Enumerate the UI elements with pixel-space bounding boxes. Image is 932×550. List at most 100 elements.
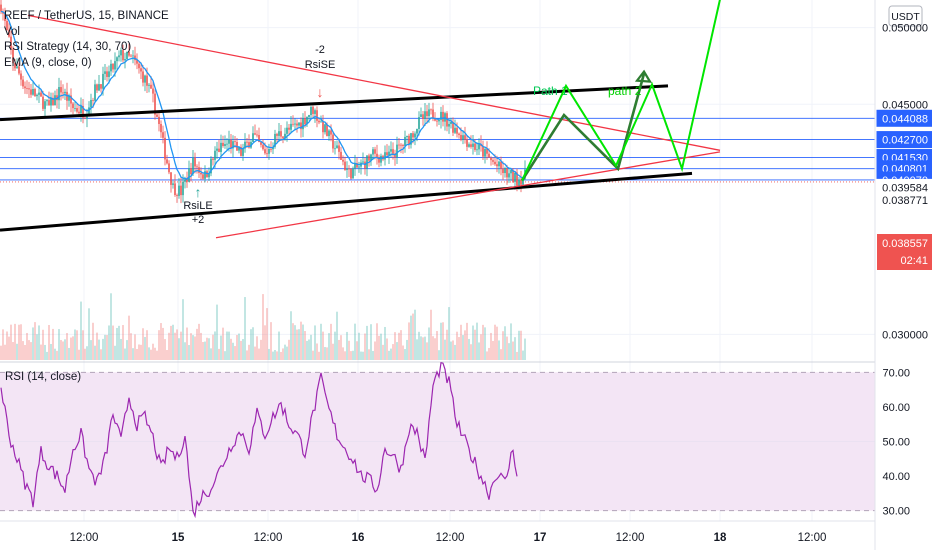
time-label[interactable]: 12:00 bbox=[436, 532, 465, 544]
upper-channel[interactable] bbox=[0, 84, 669, 122]
volume-bar bbox=[10, 324, 12, 360]
time-label[interactable]: 12:00 bbox=[798, 532, 827, 544]
descending-resistance[interactable] bbox=[27, 14, 721, 151]
volume-bar bbox=[268, 348, 270, 360]
time-label[interactable]: 12:00 bbox=[70, 532, 99, 544]
candle-body bbox=[484, 148, 486, 157]
candle-body bbox=[220, 142, 222, 152]
candle-body bbox=[268, 148, 270, 154]
price-tick[interactable]: 0.045000 bbox=[882, 99, 928, 111]
level-tag[interactable] bbox=[876, 191, 932, 209]
time-label[interactable]: 12:00 bbox=[254, 532, 283, 544]
rsi-tick[interactable]: 40.00 bbox=[882, 471, 910, 483]
symbol-title[interactable]: REEF / TetherUS, 15, BINANCE bbox=[4, 10, 169, 22]
candle-body bbox=[248, 142, 250, 148]
time-label[interactable]: 16 bbox=[352, 532, 365, 544]
rsi-band-lines bbox=[0, 371, 875, 512]
price-tick[interactable]: 0.030000 bbox=[882, 329, 928, 341]
volume-bar bbox=[290, 311, 292, 360]
legend-volume[interactable]: Vol bbox=[4, 25, 20, 38]
volume-bar bbox=[24, 345, 26, 360]
volume-bar bbox=[254, 346, 256, 360]
candle-body bbox=[202, 174, 204, 179]
rsi-line bbox=[0, 361, 518, 519]
candle-body bbox=[472, 143, 474, 147]
candle-body bbox=[22, 79, 24, 87]
volume-bar bbox=[314, 325, 316, 360]
currency-badge[interactable] bbox=[888, 5, 923, 27]
time-label[interactable]: 15 bbox=[172, 532, 185, 544]
price-tick[interactable]: 0.050000 bbox=[882, 23, 928, 35]
candle-body bbox=[122, 50, 124, 61]
trendlines[interactable] bbox=[0, 14, 721, 239]
rsi-axis[interactable]: 70.00 60.00 50.00 40.00 30.00 bbox=[882, 367, 910, 517]
candle-body bbox=[48, 100, 50, 106]
volume-bar bbox=[106, 334, 108, 360]
volume-bar bbox=[238, 333, 240, 360]
candle-body bbox=[106, 71, 108, 77]
candle-body bbox=[44, 101, 46, 109]
projection-2[interactable] bbox=[521, 0, 724, 181]
time-label[interactable]: 12:00 bbox=[616, 532, 645, 544]
rsi-tick[interactable]: 50.00 bbox=[882, 437, 910, 449]
volume-bar bbox=[342, 347, 344, 360]
time-label[interactable]: 17 bbox=[534, 532, 547, 544]
volume-bar bbox=[398, 332, 400, 360]
candle-body bbox=[462, 135, 464, 140]
volume-bar bbox=[264, 325, 266, 360]
candle-body bbox=[434, 118, 436, 121]
volume-bar bbox=[448, 307, 450, 360]
volume-bar bbox=[26, 332, 28, 360]
candle-body bbox=[192, 157, 194, 175]
candle-body bbox=[18, 66, 20, 74]
level-tag[interactable] bbox=[876, 131, 932, 149]
legend-strategy[interactable]: RSI Strategy (14, 30, 70) bbox=[4, 41, 132, 53]
current-price-tag[interactable] bbox=[877, 234, 932, 270]
chart-legend: REEF / TetherUS, 15, BINANCE Vol RSI Str… bbox=[4, 9, 169, 71]
projection-arrowhead bbox=[634, 69, 653, 83]
rsi-legend[interactable]: RSI (14, close) bbox=[5, 371, 82, 383]
time-label[interactable]: 18 bbox=[714, 532, 727, 544]
rsi-tick[interactable]: 70.00 bbox=[882, 367, 910, 379]
lower-channel[interactable] bbox=[0, 171, 693, 232]
candle-body bbox=[332, 134, 334, 149]
candle-body bbox=[252, 133, 254, 142]
candle-body bbox=[516, 172, 518, 186]
volume-bar bbox=[142, 328, 144, 360]
volume-bar bbox=[296, 329, 298, 360]
candle-body bbox=[406, 135, 408, 138]
ascending-support[interactable] bbox=[215, 151, 721, 239]
candle-body bbox=[390, 149, 392, 152]
candle-body bbox=[408, 135, 410, 145]
projection-1[interactable] bbox=[520, 73, 646, 182]
current-price-label: 0.038557 bbox=[882, 238, 928, 250]
volume-bar bbox=[122, 325, 124, 360]
volume-bar bbox=[462, 335, 464, 360]
volume-bar bbox=[356, 341, 358, 360]
candle-body bbox=[182, 181, 184, 196]
candle-body bbox=[82, 105, 84, 118]
candle-body bbox=[302, 118, 304, 130]
candle-body bbox=[440, 111, 442, 120]
volume-bar bbox=[418, 331, 420, 360]
candle-body bbox=[130, 55, 132, 57]
candle-body bbox=[418, 117, 420, 129]
candle-body bbox=[152, 88, 154, 94]
time-axis[interactable]: 12:00 15 12:00 16 12:00 17 12:00 18 12:00 bbox=[70, 532, 827, 544]
candle-body bbox=[46, 100, 48, 102]
ema-line bbox=[0, 10, 526, 180]
projection-paths[interactable]: Path 1 path 2 bbox=[520, 0, 724, 182]
candle-body bbox=[468, 144, 470, 147]
volume-bar bbox=[28, 340, 30, 360]
rsi-tick[interactable]: 30.00 bbox=[882, 506, 910, 518]
level-tag[interactable] bbox=[876, 109, 932, 127]
volume-bar bbox=[324, 347, 326, 360]
rsi-tick[interactable]: 60.00 bbox=[882, 402, 910, 414]
volume-bar bbox=[326, 347, 328, 360]
legend-ema[interactable]: EMA (9, close, 0) bbox=[4, 56, 92, 69]
candle-body bbox=[482, 146, 484, 157]
candle-body bbox=[512, 170, 514, 182]
volume-bar bbox=[170, 325, 172, 360]
